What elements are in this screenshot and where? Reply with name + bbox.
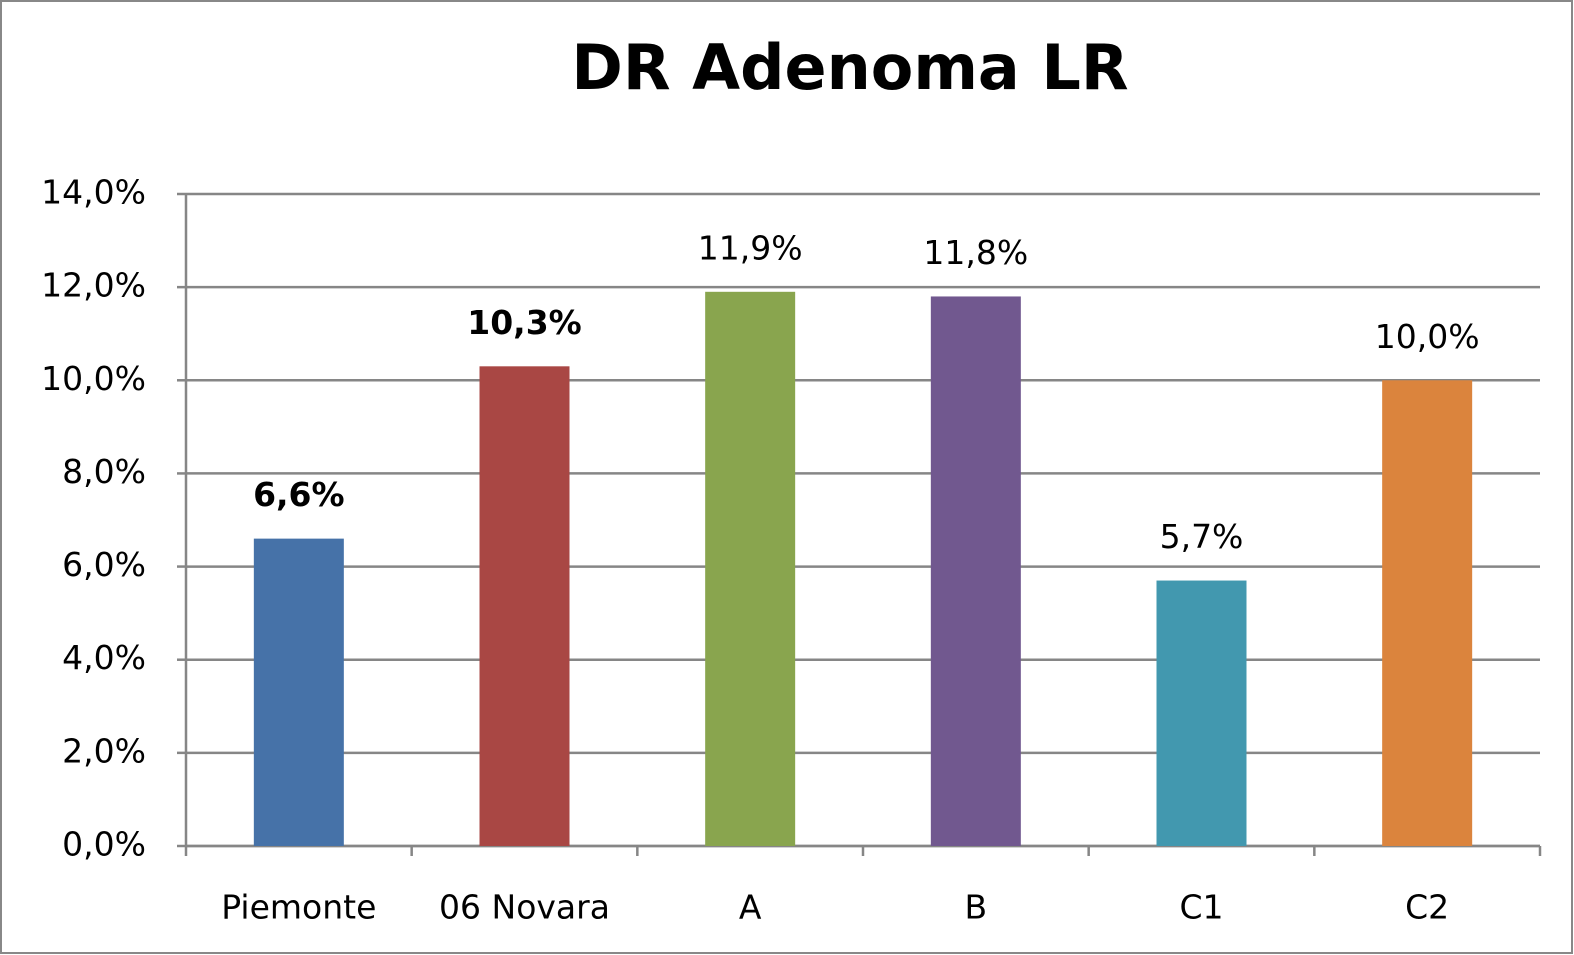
value-label: 6,6% xyxy=(253,475,345,514)
y-tick-label: 0,0% xyxy=(62,825,146,864)
y-tick-label: 2,0% xyxy=(62,731,146,770)
value-label: 11,9% xyxy=(698,228,803,267)
bar xyxy=(705,291,796,846)
value-label: 5,7% xyxy=(1160,517,1244,556)
chart-title: DR Adenoma LR xyxy=(571,31,1128,104)
value-label: 10,3% xyxy=(467,303,582,342)
value-label: 10,0% xyxy=(1375,317,1480,356)
y-tick-label: 4,0% xyxy=(62,638,146,677)
x-tick-label: C1 xyxy=(1179,888,1223,927)
bar xyxy=(1382,380,1473,846)
value-label: 11,8% xyxy=(923,233,1028,272)
x-tick-label: A xyxy=(739,888,762,927)
y-tick-label: 14,0% xyxy=(41,173,146,212)
x-tick-label: 06 Novara xyxy=(439,888,610,927)
x-tick-label: Piemonte xyxy=(221,888,376,927)
y-tick-label: 8,0% xyxy=(62,452,146,491)
bar xyxy=(1156,580,1247,846)
bar xyxy=(479,366,570,846)
y-tick-label: 12,0% xyxy=(41,266,146,305)
y-tick-label: 6,0% xyxy=(62,545,146,584)
x-tick-label: B xyxy=(965,888,988,927)
bar xyxy=(253,538,344,846)
y-tick-label: 10,0% xyxy=(41,359,146,398)
bar xyxy=(930,296,1021,846)
x-tick-label: C2 xyxy=(1405,888,1449,927)
